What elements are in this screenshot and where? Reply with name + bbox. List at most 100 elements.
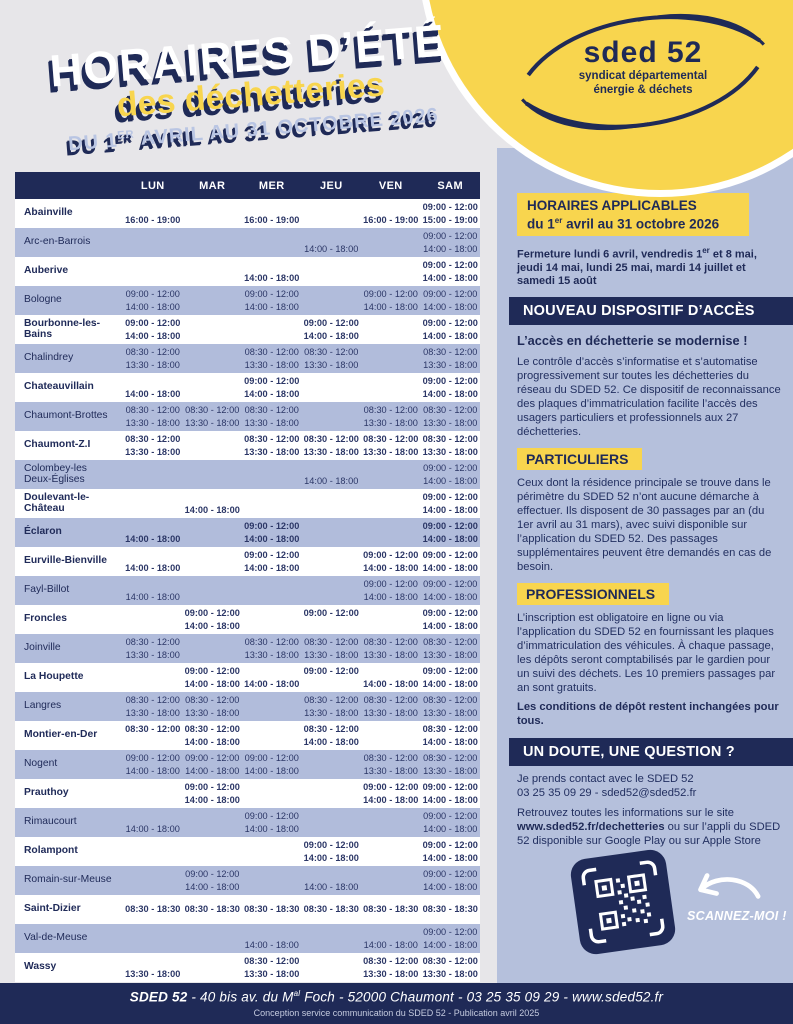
schedule-cell: [123, 460, 183, 489]
schedule-cell: 09:00 - 12:00 14:00 - 18:00: [125, 288, 180, 312]
schedule-cell: [302, 199, 362, 228]
site-name: Éclaron: [24, 526, 62, 538]
schedule-cell: 09:00 - 12:00 14:00 - 18:00: [185, 752, 240, 776]
schedule-cell: 14:00 - 18:00: [304, 243, 359, 254]
logo-arcs-icon: [521, 13, 765, 131]
schedule-cell: 08:30 - 12:00 13:30 - 18:00: [244, 433, 300, 457]
table-row: Bologne 09:00 - 12:00 14:00 - 18:00 09:00 -…: [15, 286, 480, 315]
schedule-cell: [242, 779, 302, 808]
table-body: Abainville 16:00 - 19:00 16:00 - 19:00 16:0…: [15, 199, 480, 982]
schedule-cell: 09:00 - 12:00 14:00 - 18:00: [363, 288, 418, 312]
schedule-cell: 09:00 - 12:00: [303, 665, 359, 676]
day-column-header: VEN: [378, 179, 403, 192]
table-row: Auberive 14:00 - 18:00 09:00 - 12:00 14:00 …: [15, 257, 480, 286]
schedule-cell: 09:00 - 12:00 14:00 - 18:00: [244, 288, 299, 312]
site-name: Eurville-Bienville: [24, 555, 107, 567]
schedule-cell: 14:00 - 18:00: [304, 881, 359, 892]
site-name: Saint-Dizier: [24, 903, 81, 915]
table-header: LUN MAR MER JEU VEN SAM: [15, 172, 480, 199]
schedule-cell: 08:30 - 12:00 13:30 - 18:00: [125, 433, 181, 457]
site-name: Prauthoy: [24, 787, 69, 799]
schedule-cell: [361, 518, 421, 547]
schedule-cell: 08:30 - 12:00 13:30 - 18:00: [125, 346, 180, 370]
schedule-cell: 08:30 - 12:00 13:30 - 18:00: [244, 955, 300, 979]
schedule-cell: [242, 460, 302, 489]
schedule-cell: [123, 924, 183, 953]
schedule-cell: [302, 489, 362, 518]
schedule-cell: 08:30 - 12:00 13:30 - 18:00: [125, 636, 180, 660]
schedule-cell: 09:00 - 12:00 14:00 - 18:00: [423, 868, 478, 892]
schedule-cell: 09:00 - 12:00 15:00 - 19:00: [422, 201, 478, 225]
schedule-cell: 08:30 - 18:30: [422, 904, 478, 915]
logo-subtitle-1: syndicat départemental: [578, 70, 708, 82]
day-column-header: MER: [258, 179, 285, 192]
table-row: Éclaron 14:00 - 18:00 09:00 - 12:00 14:00 -…: [15, 518, 480, 547]
site-name: Arc-en-Barrois: [24, 236, 91, 248]
table-row: Bourbonne-les-Bains 09:00 - 12:00 14:00 - …: [15, 315, 480, 344]
particuliers-paragraph: Ceux dont la résidence principale se tro…: [517, 476, 772, 573]
schedule-cell: 08:30 - 12:00: [125, 723, 181, 734]
schedule-cell: [302, 402, 362, 431]
schedule-cell: 09:00 - 12:00 14:00 - 18:00: [423, 462, 478, 486]
schedule-cell: 09:00 - 12:00 14:00 - 18:00: [185, 868, 240, 892]
schedule-cell: 08:30 - 12:00 13:30 - 18:00: [185, 404, 240, 428]
schedule-cell: [183, 634, 243, 663]
schedule-cell: [302, 808, 362, 837]
table-row: Chateauvillain 14:00 - 18:00 09:00 - 12:00…: [15, 373, 480, 402]
contact-line-1: Je prends contact avec le SDED 52: [517, 772, 694, 785]
schedule-cell: 08:30 - 12:00 13:30 - 18:00: [363, 433, 419, 457]
schedule-cell: 14:00 - 18:00: [363, 939, 418, 950]
schedule-cell: 08:30 - 12:00 13:30 - 18:00: [363, 636, 418, 660]
schedule-cell: 09:00 - 12:00 14:00 - 18:00: [244, 375, 300, 399]
scan-arrow-icon: [698, 872, 761, 899]
day-column-header: JEU: [319, 179, 343, 192]
schedule-cell: [302, 373, 362, 402]
schedule-cell: 14:00 - 18:00: [244, 939, 299, 950]
table-row: La Houpette 09:00 - 12:00 14:00 - 18:00 14:…: [15, 663, 480, 692]
schedule-cell: 14:00 - 18:00: [125, 591, 180, 602]
footer-bar: SDED 52 - 40 bis av. du Mal Foch - 52000…: [0, 983, 793, 1024]
schedule-cell: 08:30 - 12:00 13:30 - 18:00: [304, 694, 359, 718]
schedule-cell: [302, 576, 362, 605]
qr-row: SCANNEZ-MOI !: [517, 847, 793, 956]
schedule-cell: 09:00 - 12:00 14:00 - 18:00: [184, 781, 240, 805]
schedule-cell: [123, 605, 183, 634]
schedule-cell: 09:00 - 12:00 14:00 - 18:00: [423, 230, 478, 254]
schedule-cell: [123, 779, 183, 808]
site-name: Abainville: [24, 207, 73, 219]
table-row: Doulevant-le-Château 14:00 - 18:00 09:00 -…: [15, 489, 480, 518]
schedule-cell: [183, 228, 243, 257]
schedule-cell: 09:00 - 12:00 14:00 - 18:00: [184, 665, 240, 689]
site-name: Colombey-les Deux-Églises: [24, 462, 87, 485]
schedule-cell: 13:30 - 18:00: [125, 968, 181, 979]
site-name: Bourbonne-les-Bains: [24, 317, 101, 340]
schedule-cell: [183, 837, 243, 866]
schedule-cell: 14:00 - 18:00: [244, 272, 300, 283]
schedule-cell: 08:30 - 12:00 13:30 - 18:00: [125, 694, 180, 718]
schedule-cell: 08:30 - 12:00 13:30 - 18:00: [423, 404, 478, 428]
section-title-question: UN DOUTE, UNE QUESTION ?: [509, 737, 793, 766]
schedule-cell: 14:00 - 18:00: [244, 678, 300, 689]
schedule-cell: [302, 924, 362, 953]
schedule-cell: 08:30 - 12:00 13:30 - 18:00: [422, 955, 478, 979]
schedule-cell: 09:00 - 12:00 14:00 - 18:00: [422, 665, 478, 689]
schedule-cell: 14:00 - 18:00: [125, 823, 180, 834]
info-panel: HORAIRES APPLICABLES du 1er avril au 31 …: [497, 148, 793, 983]
site-name: Romain-sur-Meuse: [24, 874, 112, 886]
schedule-cell: [242, 605, 302, 634]
contact-block: Je prends contact avec le SDED 52 03 25 …: [517, 772, 781, 800]
table-row: Rimaucourt 14:00 - 18:00 09:00 - 12:00 14:0…: [15, 808, 480, 837]
closure-dates-text: Fermeture lundi 6 avril, vendredis 1er e…: [517, 245, 757, 288]
site-name: Bologne: [24, 294, 62, 306]
schedule-cell: 09:00 - 12:00 14:00 - 18:00: [423, 926, 478, 950]
label-particuliers: PARTICULIERS: [517, 447, 643, 470]
schedule-cell: [302, 953, 362, 982]
schedule-cell: [183, 924, 243, 953]
day-column-header: LUN: [140, 179, 165, 192]
schedule-cell: 09:00 - 12:00 14:00 - 18:00: [422, 491, 478, 515]
schedule-cell: [183, 431, 243, 460]
schedule-table: LUN MAR MER JEU VEN SAM Abainville 16:00 - 19:…: [15, 172, 480, 982]
schedule-cell: [242, 692, 302, 721]
schedule-cell: [242, 866, 302, 895]
